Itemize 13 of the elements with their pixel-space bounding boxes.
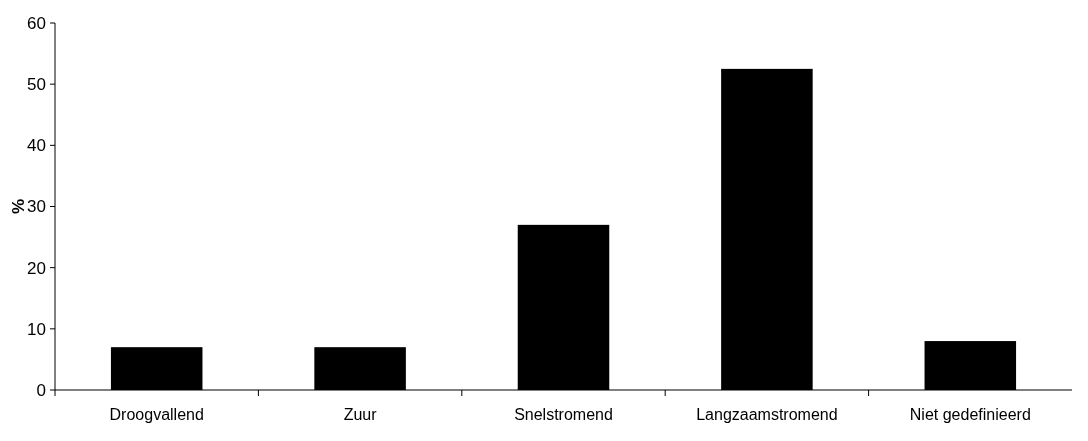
y-tick-label: 60 (27, 13, 46, 33)
y-tick-label: 40 (27, 136, 46, 156)
x-tick-label: Snelstromend (514, 406, 613, 423)
x-tick-label: Langzaamstromend (696, 406, 838, 423)
y-tick-label: 20 (27, 258, 46, 278)
x-tick-label: Zuur (343, 406, 378, 423)
y-tick-label: 0 (36, 380, 46, 400)
x-tick-label: Niet gedefinieerd (909, 406, 1031, 423)
y-axis-title: % (9, 198, 28, 215)
x-tick-label: Droogvallend (109, 406, 204, 423)
y-tick-label: 50 (27, 75, 46, 95)
y-tick-label: 10 (27, 319, 46, 339)
y-tick-label: 30 (27, 197, 46, 217)
